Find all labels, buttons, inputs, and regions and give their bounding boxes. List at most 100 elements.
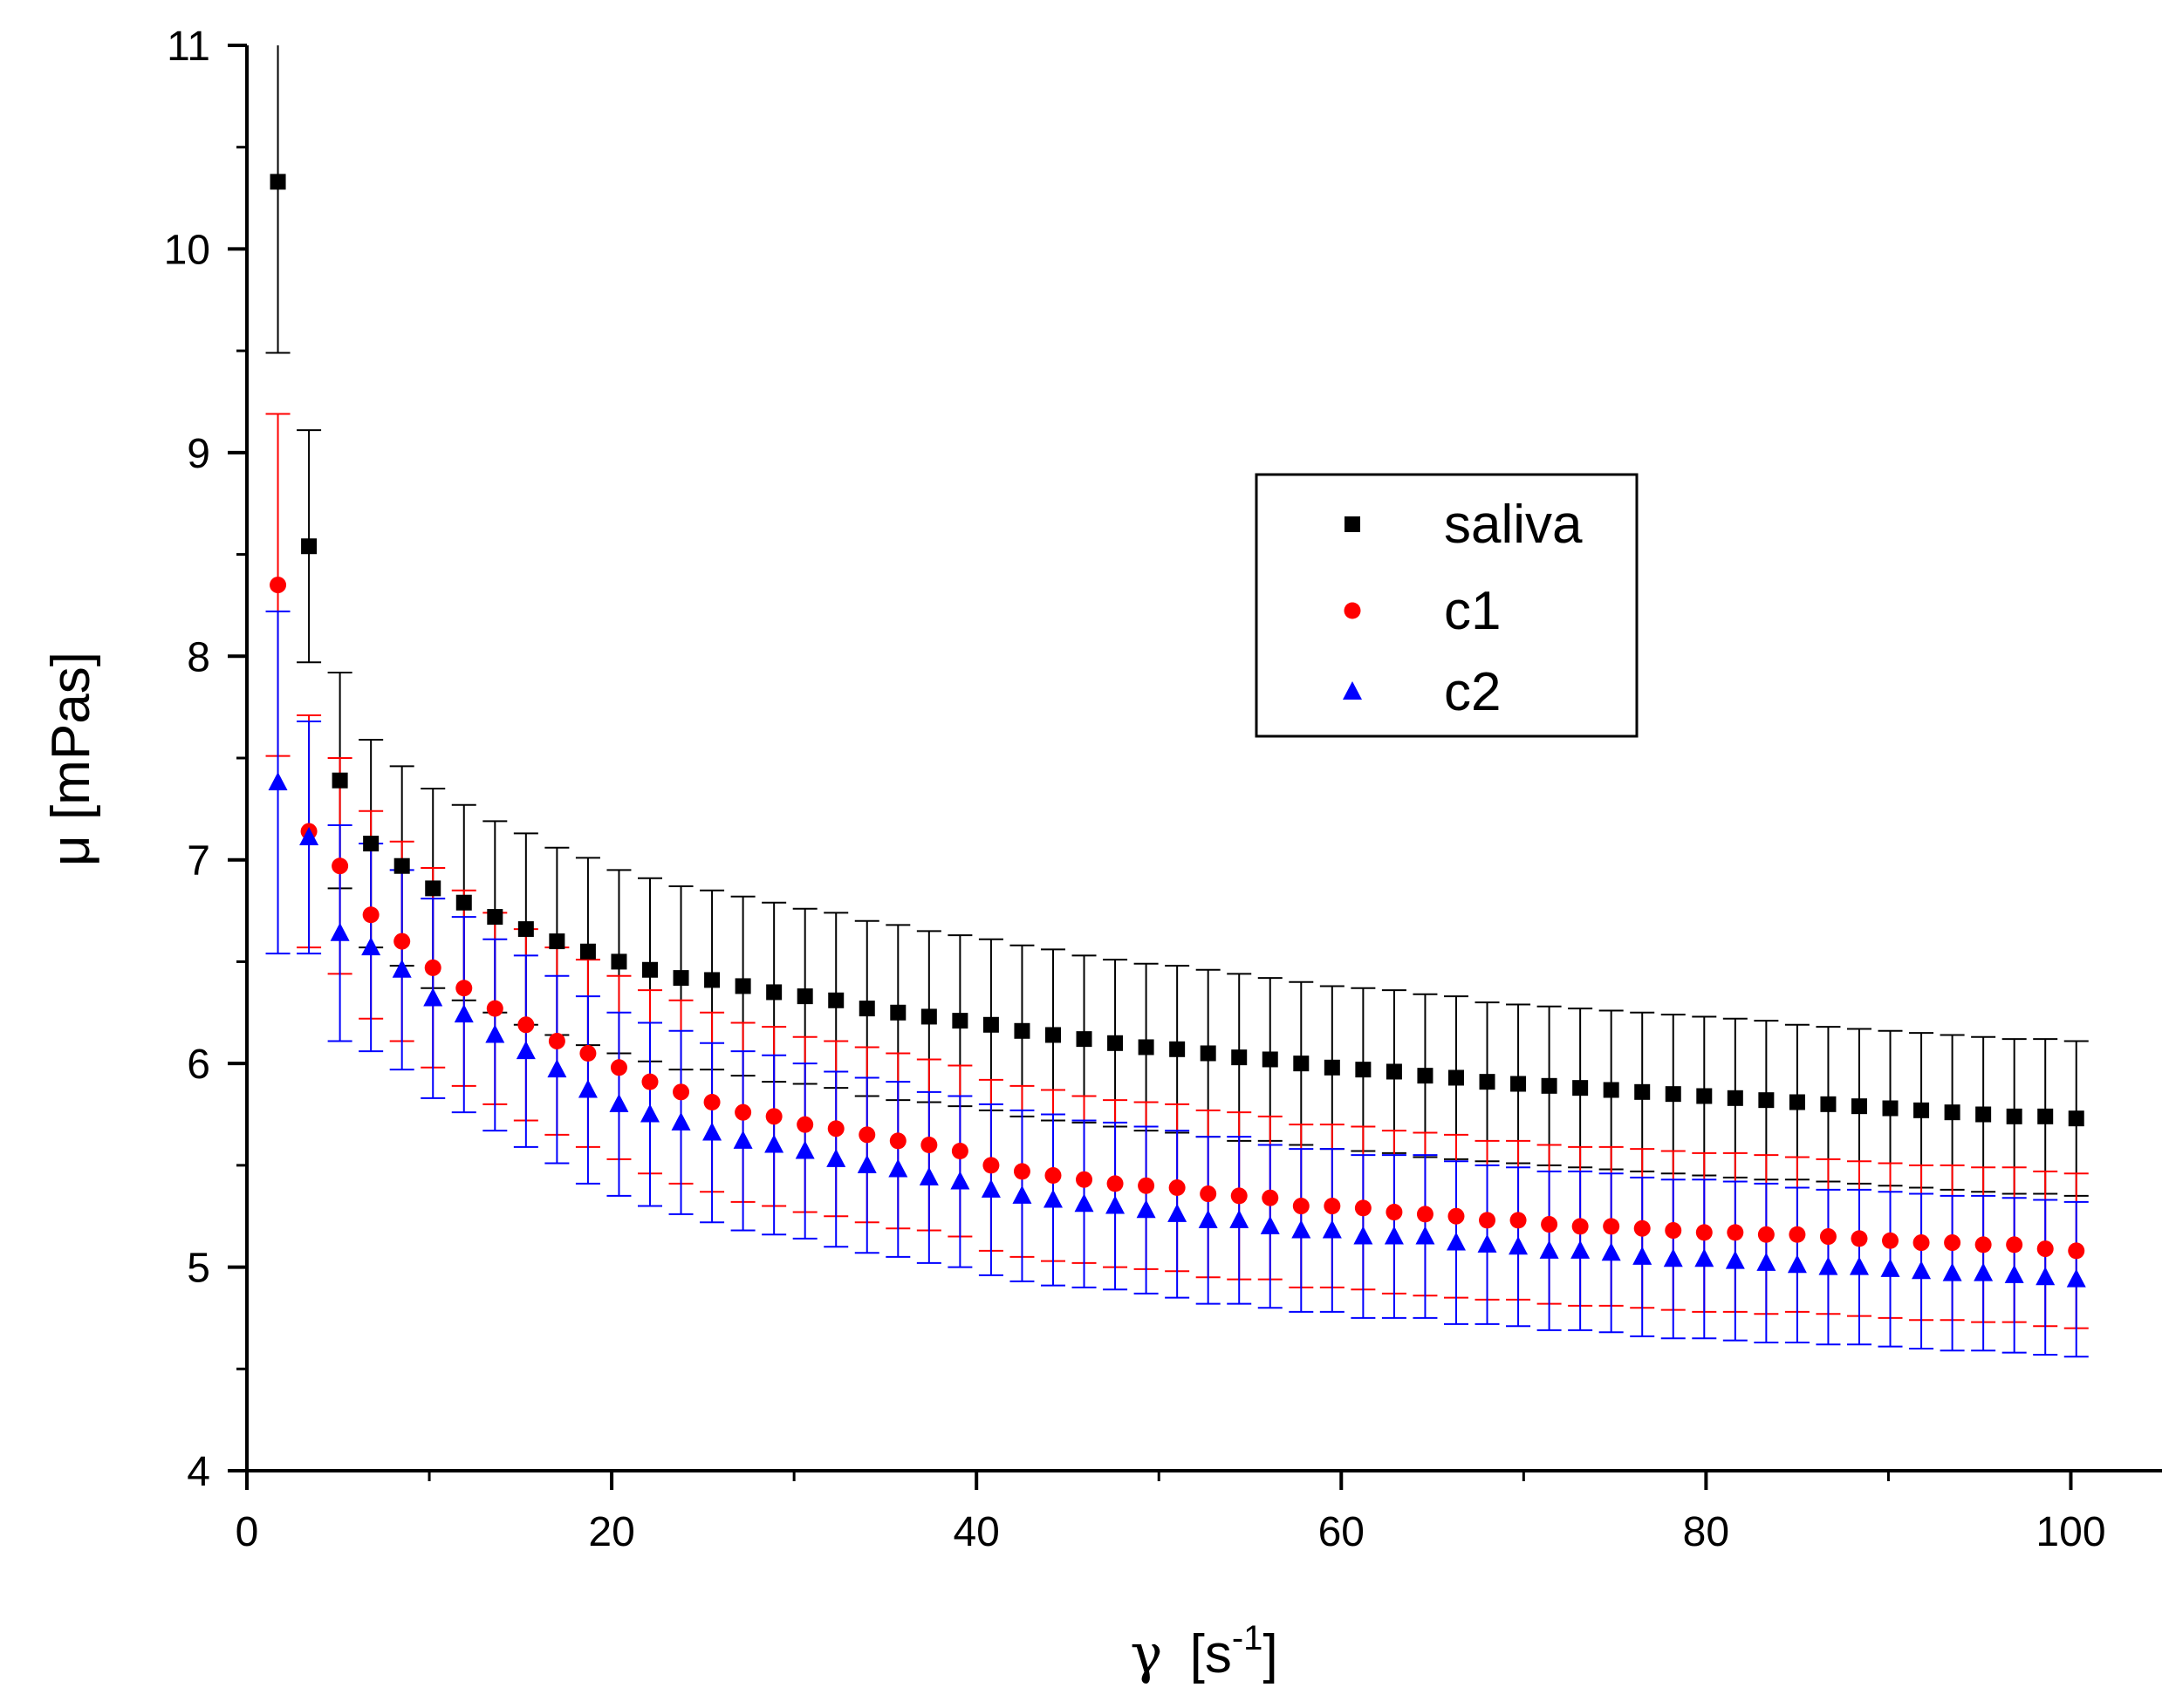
point-c2 bbox=[1601, 1242, 1621, 1261]
point-c2 bbox=[671, 1111, 691, 1131]
point-c1 bbox=[1944, 1234, 1961, 1252]
point-c2 bbox=[1012, 1185, 1032, 1204]
point-c2 bbox=[547, 1059, 567, 1078]
point-c1 bbox=[641, 1073, 659, 1090]
y-tick-label: 6 bbox=[187, 1042, 210, 1088]
point-c1 bbox=[1138, 1177, 1155, 1194]
point-saliva bbox=[1572, 1080, 1589, 1097]
point-c1 bbox=[1386, 1204, 1403, 1221]
y-tick-label: 7 bbox=[187, 838, 210, 885]
point-saliva bbox=[1231, 1049, 1248, 1066]
point-saliva bbox=[425, 880, 441, 897]
point-c1 bbox=[1851, 1230, 1868, 1247]
point-saliva bbox=[735, 978, 751, 994]
point-c2 bbox=[2036, 1267, 2056, 1286]
point-saliva bbox=[301, 538, 318, 555]
y-tick-label: 4 bbox=[187, 1449, 210, 1495]
point-saliva bbox=[487, 909, 503, 926]
point-c1 bbox=[548, 1032, 565, 1049]
point-c1 bbox=[1633, 1220, 1651, 1237]
point-saliva bbox=[455, 894, 472, 911]
point-c1 bbox=[859, 1126, 876, 1144]
point-c1 bbox=[1479, 1212, 1496, 1229]
point-c2 bbox=[1787, 1254, 1807, 1274]
y-tick-label: 10 bbox=[164, 227, 210, 273]
point-saliva bbox=[1355, 1062, 1372, 1078]
point-c1 bbox=[1789, 1226, 1806, 1243]
point-c2 bbox=[981, 1179, 1001, 1198]
point-c2 bbox=[268, 772, 288, 791]
point-saliva bbox=[828, 992, 845, 1008]
point-saliva bbox=[673, 970, 689, 987]
point-c1 bbox=[982, 1157, 1000, 1174]
legend-marker-c1 bbox=[1344, 602, 1361, 619]
point-c2 bbox=[1509, 1236, 1529, 1255]
point-c2 bbox=[1663, 1248, 1683, 1267]
point-c2 bbox=[733, 1130, 753, 1149]
point-saliva bbox=[1510, 1076, 1527, 1092]
point-c1 bbox=[951, 1143, 968, 1160]
x-tick-label: 60 bbox=[1318, 1509, 1365, 1555]
point-c1 bbox=[1044, 1167, 1062, 1185]
point-c2 bbox=[2066, 1268, 2086, 1288]
point-c1 bbox=[1571, 1218, 1589, 1235]
point-saliva bbox=[1138, 1039, 1154, 1056]
point-c1 bbox=[1200, 1185, 1217, 1203]
point-saliva bbox=[1324, 1059, 1340, 1076]
x-tick-label: 40 bbox=[953, 1509, 999, 1555]
y-tick-label: 8 bbox=[187, 634, 210, 680]
point-c1 bbox=[1354, 1199, 1372, 1217]
point-c2 bbox=[1260, 1215, 1280, 1234]
point-c1 bbox=[2006, 1236, 2023, 1254]
point-c1 bbox=[1757, 1226, 1775, 1243]
point-c1 bbox=[332, 857, 349, 875]
point-c2 bbox=[764, 1134, 784, 1153]
legend-marker-saliva bbox=[1345, 516, 1360, 532]
point-c2 bbox=[516, 1041, 536, 1060]
point-saliva bbox=[2068, 1110, 2084, 1127]
point-c1 bbox=[735, 1103, 752, 1121]
point-saliva bbox=[1262, 1051, 1278, 1068]
point-c1 bbox=[920, 1137, 938, 1154]
point-c2 bbox=[609, 1093, 629, 1112]
point-c1 bbox=[673, 1083, 690, 1101]
point-saliva bbox=[1200, 1045, 1216, 1062]
point-c1 bbox=[1292, 1198, 1310, 1215]
point-c1 bbox=[703, 1093, 721, 1110]
point-c2 bbox=[1880, 1258, 1900, 1277]
point-saliva bbox=[920, 1008, 937, 1025]
point-saliva bbox=[1479, 1074, 1495, 1090]
point-c2 bbox=[857, 1154, 877, 1173]
point-saliva bbox=[332, 772, 348, 789]
axis-ticks bbox=[228, 44, 2073, 1490]
point-saliva bbox=[549, 933, 565, 950]
point-saliva bbox=[611, 953, 627, 970]
point-c2 bbox=[1043, 1189, 1063, 1208]
y-tick-label: 5 bbox=[187, 1246, 210, 1292]
point-saliva bbox=[1913, 1102, 1930, 1118]
point-saliva bbox=[579, 943, 596, 960]
point-c1 bbox=[1076, 1171, 1093, 1188]
point-c1 bbox=[1262, 1189, 1279, 1206]
point-c1 bbox=[827, 1120, 845, 1138]
point-saliva bbox=[1603, 1082, 1619, 1098]
tick-labels: 4 5 6 7 8 9 10 11 0 20 40 60 80 100 bbox=[164, 24, 2106, 1555]
point-saliva bbox=[1727, 1090, 1743, 1106]
point-saliva bbox=[1758, 1092, 1775, 1109]
point-saliva bbox=[1851, 1098, 1867, 1115]
point-c2 bbox=[1291, 1220, 1311, 1239]
point-saliva bbox=[1044, 1027, 1061, 1043]
point-c1 bbox=[424, 959, 441, 976]
point-c2 bbox=[1570, 1240, 1591, 1259]
point-c2 bbox=[1912, 1261, 1932, 1280]
point-c1 bbox=[1727, 1224, 1744, 1241]
point-c1 bbox=[797, 1116, 814, 1133]
point-saliva bbox=[890, 1004, 907, 1021]
point-c2 bbox=[423, 987, 443, 1007]
point-c1 bbox=[1665, 1222, 1682, 1240]
point-saliva bbox=[1696, 1088, 1713, 1104]
y-tick-label: 11 bbox=[167, 24, 210, 70]
point-c1 bbox=[1882, 1232, 1899, 1249]
point-saliva bbox=[952, 1013, 968, 1029]
point-c1 bbox=[455, 980, 473, 997]
